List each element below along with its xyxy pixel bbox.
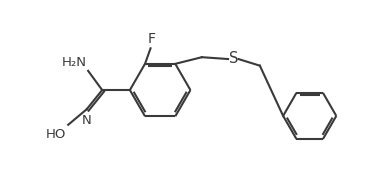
Text: HO: HO — [46, 128, 66, 141]
Text: N: N — [82, 114, 92, 127]
Text: H₂N: H₂N — [61, 56, 86, 69]
Text: S: S — [228, 51, 238, 66]
Text: F: F — [147, 33, 155, 46]
